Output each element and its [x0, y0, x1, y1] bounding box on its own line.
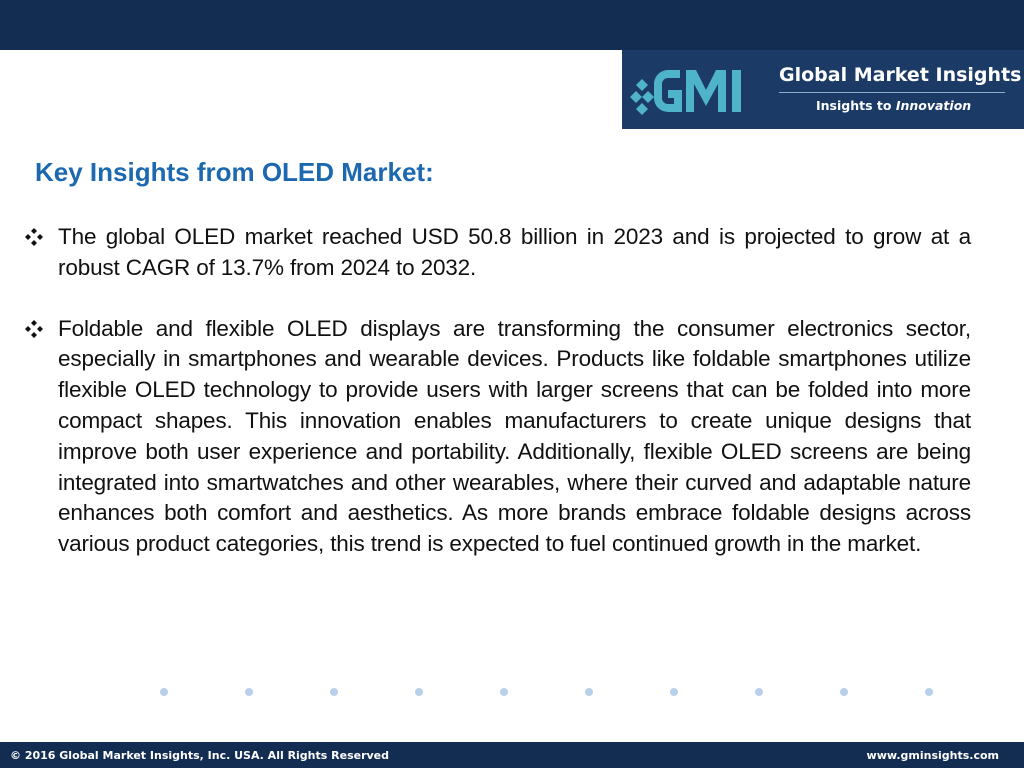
decorative-dot — [585, 688, 593, 696]
decorative-dot — [245, 688, 253, 696]
decorative-dot — [160, 688, 168, 696]
diamond-bullet-icon — [25, 319, 43, 338]
decorative-dot — [500, 688, 508, 696]
top-banner — [0, 0, 1024, 50]
bullet-item: The global OLED market reached USD 50.8 … — [25, 222, 971, 284]
decorative-dot — [330, 688, 338, 696]
logo-tagline: Insights to Innovation — [816, 98, 971, 113]
bullet-text: Foldable and flexible OLED displays are … — [58, 315, 971, 557]
page-title: Key Insights from OLED Market: — [35, 157, 434, 187]
company-logo: Global Market Insights Insights to Innov… — [622, 50, 1024, 129]
logo-tagline-prefix: Insights to — [816, 98, 892, 113]
decorative-dot — [925, 688, 933, 696]
footer-bar: © 2016 Global Market Insights, Inc. USA.… — [0, 742, 1024, 768]
logo-tagline-emphasis: Innovation — [895, 98, 972, 113]
footer-website-link[interactable]: www.gminsights.com — [866, 749, 999, 762]
decorative-dot — [755, 688, 763, 696]
bullet-list: The global OLED market reached USD 50.8 … — [25, 222, 971, 590]
decorative-dot — [840, 688, 848, 696]
bullet-text: The global OLED market reached USD 50.8 … — [58, 224, 971, 280]
logo-divider — [779, 92, 1005, 93]
bullet-item: Foldable and flexible OLED displays are … — [25, 314, 971, 560]
logo-title: Global Market Insights — [779, 64, 1022, 86]
decorative-dot — [670, 688, 678, 696]
diamond-bullet-icon — [25, 228, 43, 246]
decorative-dot-row — [160, 688, 940, 698]
decorative-dot — [415, 688, 423, 696]
gmi-logo-icon — [630, 70, 741, 115]
footer-copyright: © 2016 Global Market Insights, Inc. USA.… — [10, 749, 390, 762]
